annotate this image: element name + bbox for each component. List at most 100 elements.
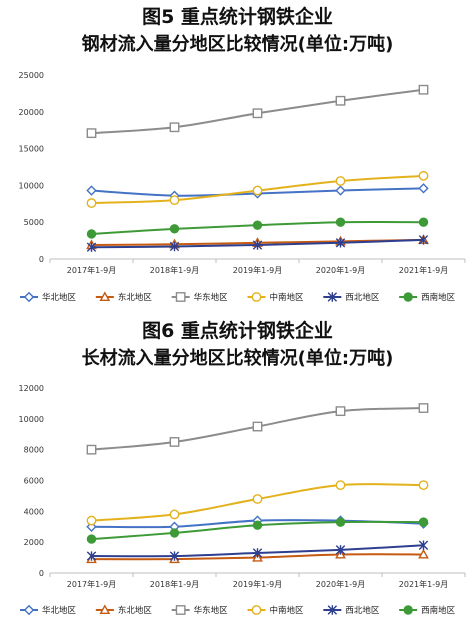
- data-point: [252, 421, 263, 432]
- data-point: [169, 122, 180, 133]
- legend-marker: [403, 292, 413, 302]
- legend-item: 西北地区: [323, 292, 380, 303]
- data-point: [335, 95, 346, 106]
- data-point: [418, 540, 429, 550]
- series-dot: [86, 217, 429, 239]
- data-point: [252, 220, 263, 230]
- data-point: [418, 84, 429, 95]
- series-dot: [86, 517, 429, 544]
- x-tick-label: 2019年1-9月: [233, 265, 282, 275]
- legend-marker: [175, 605, 186, 615]
- legend-item: 华北地区: [20, 291, 77, 303]
- chart-panel-steel: 图5 重点统计钢铁企业 钢材流入量分地区比较情况(单位:万吨) 0 5000 100…: [0, 0, 475, 316]
- data-point: [86, 444, 97, 455]
- series-star: [86, 235, 429, 252]
- data-point: [252, 240, 263, 250]
- legend-item: 华北地区: [20, 604, 77, 616]
- data-point: [335, 406, 346, 417]
- data-point: [418, 548, 429, 559]
- x-tick-label: 2019年1-9月: [233, 579, 282, 589]
- legend-item: 中南地区: [247, 605, 305, 616]
- legend-marker: [251, 292, 262, 302]
- legend-label: 华东地区: [194, 605, 229, 616]
- data-point: [86, 229, 97, 239]
- y-tick-label: 6000: [24, 477, 44, 486]
- y-tick-label: 20000: [19, 108, 44, 117]
- data-point: [86, 185, 97, 196]
- line-chart-long-products: 0 2000 4000 6000 8000 10000 12000 2017年1-9月 2018…: [19, 384, 466, 616]
- legend-item: 西南地区: [399, 292, 456, 303]
- legend-marker: [23, 291, 35, 303]
- legend-marker: [99, 291, 111, 302]
- y-tick-label: 12000: [19, 384, 44, 393]
- data-point: [169, 241, 180, 252]
- series-circle: [86, 480, 429, 526]
- legend-label: 中南地区: [270, 292, 305, 303]
- legend-label: 东北地区: [118, 292, 153, 303]
- y-tick-label: 0: [39, 569, 44, 578]
- data-point: [169, 509, 180, 520]
- data-point: [252, 548, 263, 558]
- data-point: [169, 551, 180, 561]
- legend-marker: [403, 605, 413, 615]
- legend-item: 华东地区: [171, 605, 229, 616]
- legend-label: 华北地区: [42, 605, 77, 616]
- legend-marker: [99, 604, 111, 615]
- data-point: [169, 528, 180, 538]
- y-tick-label: 5000: [24, 218, 44, 227]
- x-tick-label: 2018年1-9月: [150, 265, 199, 275]
- legend-label: 华北地区: [42, 292, 77, 303]
- data-point: [418, 480, 429, 491]
- chart-subtitle: 长材流入量分地区比较情况(单位:万吨): [81, 348, 394, 369]
- data-point: [169, 224, 180, 234]
- legend-marker: [175, 292, 186, 302]
- legend-item: 中南地区: [247, 292, 305, 303]
- legend-item: 东北地区: [95, 291, 153, 303]
- data-point: [335, 176, 346, 186]
- legend-label: 西南地区: [421, 605, 456, 616]
- line-chart-steel: 0 5000 10000 15000 20000 25000 2017年1-9月 2018年1…: [19, 71, 466, 303]
- data-point: [86, 128, 97, 139]
- y-tick-label: 8000: [24, 446, 44, 455]
- y-tick-label: 10000: [19, 181, 44, 190]
- legend-item: 东北地区: [95, 604, 153, 616]
- chart-subtitle: 钢材流入量分地区比较情况(单位:万吨): [81, 34, 394, 55]
- data-point: [335, 545, 346, 555]
- data-point: [169, 437, 180, 447]
- legend: 华北地区 东北地区 华东地区 中南地区 西北地区 西南地区: [20, 291, 456, 303]
- legend-label: 东北地区: [118, 605, 153, 616]
- series-square: [86, 403, 429, 455]
- data-point: [252, 185, 263, 196]
- data-point: [86, 515, 97, 526]
- legend-item: 华东地区: [171, 292, 229, 303]
- legend-item: 西南地区: [399, 605, 456, 616]
- data-point: [418, 403, 429, 413]
- x-tick-label: 2018年1-9月: [150, 579, 199, 589]
- data-point: [86, 521, 97, 532]
- x-tick-label: 2017年1-9月: [67, 265, 116, 275]
- x-tick-label: 2021年1-9月: [399, 579, 448, 589]
- y-tick-label: 25000: [19, 71, 44, 80]
- data-point: [335, 517, 346, 527]
- legend-marker: [23, 604, 35, 616]
- y-tick-label: 15000: [19, 145, 44, 154]
- data-point: [86, 242, 97, 252]
- legend-label: 西南地区: [421, 292, 456, 303]
- chart-panel-long-products: 图6 重点统计钢铁企业 长材流入量分地区比较情况(单位:万吨) 0 2000 400…: [0, 316, 475, 633]
- data-point: [335, 238, 346, 248]
- x-tick-label: 2017年1-9月: [67, 579, 116, 589]
- x-tick-label: 2020年1-9月: [316, 579, 365, 589]
- x-tick-label: 2020年1-9月: [316, 265, 365, 275]
- y-tick-label: 0: [39, 255, 44, 264]
- legend-label: 西北地区: [345, 605, 380, 616]
- data-point: [335, 217, 346, 227]
- legend-marker: [327, 292, 338, 302]
- data-point: [335, 185, 346, 196]
- legend: 华北地区 东北地区 华东地区 中南地区 西北地区 西南地区: [20, 604, 456, 616]
- series-star: [86, 540, 429, 561]
- legend-label: 中南地区: [270, 605, 305, 616]
- chart-title: 图5 重点统计钢铁企业: [142, 6, 333, 28]
- data-point: [252, 108, 263, 119]
- legend-marker: [327, 605, 338, 615]
- legend-label: 华东地区: [194, 292, 229, 303]
